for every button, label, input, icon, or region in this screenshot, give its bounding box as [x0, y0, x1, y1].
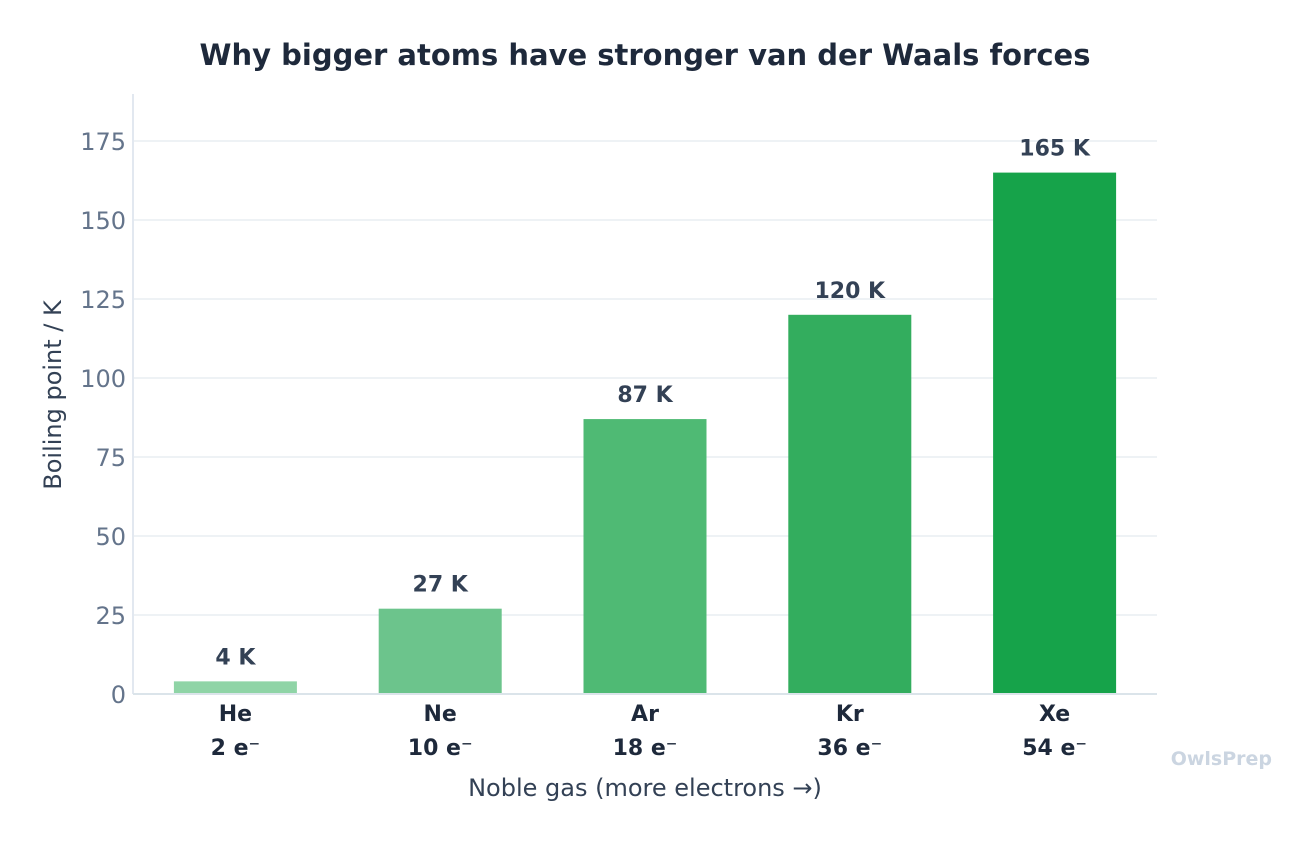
y-tick-label: 150: [80, 207, 126, 235]
y-tick-label: 0: [111, 681, 126, 709]
y-tick-label: 175: [80, 128, 126, 156]
bars: [173, 172, 1117, 695]
bar-kr: [788, 314, 912, 694]
bar-ne: [378, 608, 502, 694]
y-tick-label: 75: [95, 444, 126, 472]
data-label: 165 K: [1019, 137, 1091, 162]
data-labels: 4 K 27 K 87 K 120 K 165 K: [215, 137, 1090, 671]
x-axis-ticks: He 2 e⁻ Ne 10 e⁻ Ar 18 e⁻ Kr 36 e⁻ Xe 54 e⁻: [211, 702, 1087, 761]
y-tick-label: 100: [80, 365, 126, 393]
x-tick-label: He: [219, 702, 252, 727]
x-tick-sublabel: 36 e⁻: [817, 736, 882, 761]
y-axis-label: Boiling point / K: [39, 299, 67, 490]
bar-ar: [583, 419, 707, 694]
y-tick-label: 125: [80, 286, 126, 314]
watermark: OwlsPrep: [1171, 748, 1272, 770]
y-tick-label: 25: [95, 602, 126, 630]
x-tick-sublabel: 54 e⁻: [1022, 736, 1087, 761]
chart-title: Why bigger atoms have stronger van der W…: [200, 38, 1091, 72]
x-tick-label: Kr: [836, 702, 864, 727]
x-tick-label: Ar: [631, 702, 659, 727]
x-tick-sublabel: 2 e⁻: [211, 736, 261, 761]
x-axis-label: Noble gas (more electrons →): [468, 774, 822, 802]
bar-xe: [993, 172, 1117, 695]
y-tick-label: 50: [95, 523, 126, 551]
y-axis-ticks: 0 25 50 75 100 125 150 175: [80, 128, 126, 709]
bar-he: [173, 681, 297, 694]
data-label: 87 K: [617, 383, 673, 408]
x-tick-sublabel: 10 e⁻: [408, 736, 473, 761]
x-tick-label: Xe: [1039, 702, 1070, 727]
data-label: 4 K: [215, 645, 256, 670]
data-label: 27 K: [413, 573, 469, 598]
data-label: 120 K: [814, 279, 886, 304]
x-tick-sublabel: 18 e⁻: [613, 736, 678, 761]
x-tick-label: Ne: [424, 702, 457, 727]
